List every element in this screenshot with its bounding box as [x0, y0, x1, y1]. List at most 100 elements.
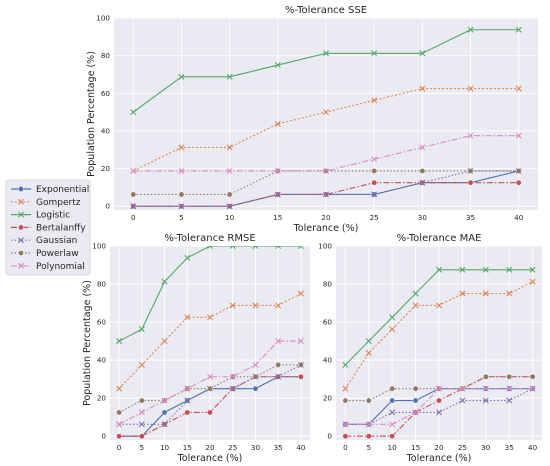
data-point-polynomial — [116, 421, 123, 428]
series-gompertz — [342, 278, 536, 392]
data-point-gaussian — [482, 397, 489, 404]
grid — [110, 245, 310, 440]
data-point-gaussian — [274, 191, 281, 198]
series-gompertz — [116, 290, 304, 392]
series-logistic — [130, 26, 522, 116]
series-line-gaussian — [133, 170, 519, 207]
x-tick-label: 25 — [228, 443, 237, 452]
data-point-gompertz — [371, 97, 378, 104]
legend-label: Gaussian — [36, 236, 77, 246]
data-point-bertalanffy — [116, 433, 122, 439]
data-point-polynomial — [482, 385, 489, 392]
data-point-gompertz — [323, 109, 329, 116]
x-tick-label: 0 — [343, 443, 348, 452]
data-point-powerlaw — [529, 373, 536, 380]
data-point-gaussian — [436, 409, 442, 416]
data-point-gompertz — [161, 338, 168, 345]
data-point-gompertz — [529, 278, 536, 285]
x-tick-label: 30 — [251, 443, 261, 452]
data-point-gompertz — [436, 302, 442, 309]
series-polynomial — [342, 385, 536, 428]
grid — [336, 245, 542, 440]
data-point-polynomial — [178, 167, 185, 174]
y-tick-label: 20 — [323, 394, 333, 403]
data-point-logistic — [506, 266, 513, 273]
legend-marker-polynomial — [18, 262, 24, 269]
x-tick-label: 20 — [321, 213, 331, 222]
x-tick-label: 35 — [466, 213, 475, 222]
data-point-polynomial — [412, 409, 419, 416]
y-tick-label: 60 — [323, 318, 333, 327]
y-tick-label: 0 — [105, 202, 110, 211]
y-tick-label: 0 — [327, 432, 332, 441]
data-point-logistic — [207, 246, 213, 249]
data-point-polynomial — [436, 385, 442, 392]
data-point-polynomial — [138, 409, 145, 416]
data-point-powerlaw — [226, 191, 233, 198]
sse-chart-title: %-Tolerance SSE — [285, 5, 367, 16]
data-point-powerlaw — [419, 168, 426, 174]
data-point-polynomial — [252, 361, 259, 368]
data-point-powerlaw — [252, 373, 259, 380]
series-line-powerlaw — [118, 364, 301, 413]
data-point-gaussian — [419, 179, 426, 186]
y-tick-label: 40 — [323, 356, 333, 365]
series-line-bertalanffy — [133, 182, 519, 207]
data-point-polynomial — [226, 167, 233, 174]
data-point-logistic — [178, 73, 185, 80]
legend-marker-gompertz — [18, 198, 24, 205]
data-point-logistic — [482, 266, 489, 273]
data-point-gompertz — [229, 302, 236, 309]
data-point-powerlaw — [515, 168, 522, 174]
series-gompertz — [130, 85, 522, 174]
data-point-logistic — [130, 109, 137, 116]
data-point-powerlaw — [298, 362, 304, 368]
y-tick-label: 80 — [97, 280, 107, 289]
data-point-logistic — [436, 266, 442, 273]
data-point-gompertz — [412, 302, 419, 309]
data-point-polynomial — [515, 132, 522, 139]
data-point-logistic — [515, 26, 522, 33]
data-point-powerlaw — [483, 373, 489, 380]
data-point-logistic — [459, 266, 466, 273]
data-point-gaussian — [138, 421, 145, 428]
data-point-gompertz — [506, 290, 513, 297]
data-point-gompertz — [459, 290, 466, 297]
x-axis-label: Tolerance (%) — [177, 453, 243, 464]
x-tick-label: 30 — [418, 213, 428, 222]
data-point-polynomial — [184, 385, 191, 392]
series-line-polynomial — [118, 340, 301, 425]
y-tick-label: 40 — [101, 126, 111, 135]
x-tick-label: 40 — [296, 443, 306, 452]
data-point-polynomial — [274, 167, 281, 174]
legend-label: Bertalanffy — [36, 223, 86, 233]
data-point-polynomial — [506, 385, 513, 392]
rmse-chart-title: %-Tolerance RMSE — [164, 233, 255, 244]
x-tick-label: 5 — [179, 213, 184, 222]
data-point-gaussian — [130, 203, 137, 210]
data-point-gompertz — [467, 85, 474, 92]
legend-label: Polynomial — [36, 262, 85, 272]
data-point-powerlaw — [178, 191, 185, 198]
data-point-logistic — [275, 246, 282, 249]
data-point-gompertz — [138, 361, 145, 368]
data-point-logistic — [138, 326, 145, 333]
legend-label: Exponential — [36, 185, 89, 195]
data-point-gaussian — [459, 397, 466, 404]
data-point-exponential — [389, 397, 395, 404]
data-point-polynomial — [371, 156, 378, 163]
legend-box — [5, 179, 91, 276]
data-point-powerlaw — [275, 362, 281, 368]
x-tick-label: 15 — [411, 443, 420, 452]
data-point-logistic — [297, 246, 304, 249]
data-point-powerlaw — [412, 385, 419, 392]
y-tick-label: 60 — [97, 318, 107, 327]
series-logistic — [342, 266, 536, 368]
x-tick-label: 0 — [131, 213, 136, 222]
legend-item-polynomial: Polynomial — [11, 262, 85, 272]
data-point-bertalanffy — [389, 433, 395, 439]
data-point-powerlaw — [116, 409, 122, 416]
x-tick-label: 35 — [274, 443, 283, 452]
data-point-gompertz — [482, 290, 489, 297]
